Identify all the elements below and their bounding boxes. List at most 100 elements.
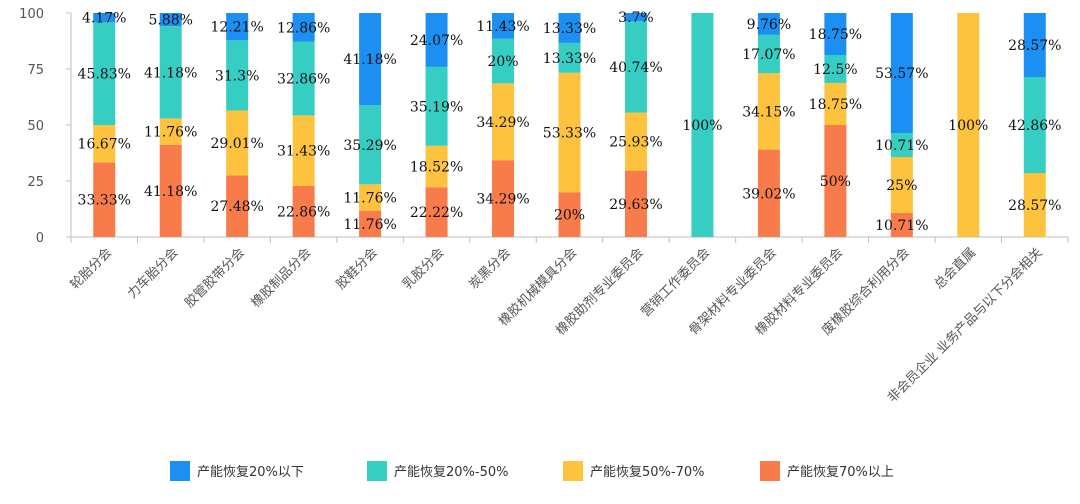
x-tick-label: 橡胶制品分会 bbox=[248, 245, 314, 311]
data-label: 42.86% bbox=[1008, 118, 1061, 134]
data-label: 11.76% bbox=[343, 190, 396, 206]
data-label: 24.07% bbox=[410, 33, 463, 49]
data-label: 10.71% bbox=[875, 218, 928, 234]
data-label: 31.3% bbox=[215, 68, 259, 84]
bar-segment bbox=[1023, 76, 1046, 174]
bar-segment bbox=[824, 55, 847, 83]
bar-segment bbox=[492, 38, 515, 84]
data-label: 11.76% bbox=[144, 125, 197, 141]
data-label: 100% bbox=[948, 118, 988, 134]
data-label: 27.48% bbox=[210, 199, 263, 215]
data-label: 13.33% bbox=[543, 51, 596, 67]
bar-segment bbox=[359, 184, 382, 211]
data-label: 34.15% bbox=[742, 104, 795, 120]
x-axis-tick-labels: 轮胎分会 力车胎分会 胶管胶带分会 橡胶制品分会 胶鞋分会 乳胶分会 炭黑分会橡胶机械模具分… bbox=[68, 245, 1046, 406]
data-label: 50% bbox=[820, 174, 851, 190]
bar-segment bbox=[359, 105, 382, 185]
x-tick-label: 胶鞋分会 bbox=[333, 245, 381, 293]
y-tick-label: 0 bbox=[36, 231, 44, 246]
legend-swatch bbox=[170, 461, 190, 481]
bar-segment bbox=[226, 110, 249, 176]
bar-segment bbox=[691, 13, 714, 237]
bar-segment bbox=[425, 13, 448, 67]
data-label: 13.33% bbox=[543, 21, 596, 37]
x-tick-label: 炭黑分会 bbox=[466, 245, 513, 292]
bar-segment bbox=[492, 160, 515, 237]
bar-segment bbox=[425, 187, 448, 237]
data-label: 22.22% bbox=[410, 205, 463, 221]
bar-segment bbox=[757, 73, 780, 150]
bar-segment bbox=[359, 210, 382, 237]
legend-swatch bbox=[563, 461, 583, 481]
data-label: 9.76% bbox=[747, 17, 791, 33]
data-label: 17.07% bbox=[742, 47, 795, 63]
bar-segment bbox=[890, 213, 913, 237]
bar-segment bbox=[757, 34, 780, 74]
x-tick-label: 力车胎分会 bbox=[124, 245, 181, 302]
data-label: 31.43% bbox=[277, 144, 330, 160]
bar-segment bbox=[558, 42, 581, 73]
bar-segment bbox=[93, 22, 116, 126]
bar-segment bbox=[757, 13, 780, 35]
chart-bars bbox=[93, 12, 1046, 237]
bar-segment bbox=[226, 40, 249, 111]
x-tick-label: 营销工作委员会 bbox=[638, 245, 713, 320]
data-label: 25.93% bbox=[609, 135, 662, 151]
bar-segment bbox=[425, 66, 448, 146]
data-label: 41.18% bbox=[343, 52, 396, 68]
bar-segment bbox=[890, 133, 913, 158]
data-label: 41.18% bbox=[144, 184, 197, 200]
bar-segment bbox=[159, 118, 182, 145]
data-label: 53.57% bbox=[875, 66, 928, 82]
y-tick-label: 75 bbox=[27, 63, 44, 78]
data-label: 34.29% bbox=[476, 115, 529, 131]
bar-segment bbox=[292, 12, 315, 42]
bar-segment bbox=[890, 13, 913, 134]
legend-label: 产能恢复70%以上 bbox=[787, 465, 894, 480]
data-label: 34.29% bbox=[476, 192, 529, 208]
data-label: 11.76% bbox=[343, 217, 396, 233]
bar-segment bbox=[359, 13, 382, 106]
bar-segment bbox=[425, 145, 448, 188]
bar-segment bbox=[159, 26, 182, 119]
data-label: 29.63% bbox=[609, 197, 662, 213]
bar-segment bbox=[824, 125, 847, 237]
chart-legend: 产能恢复20%以下 产能恢复20%-50% 产能恢复50%-70% 产能恢复70%以上 bbox=[170, 461, 894, 481]
bar-segment bbox=[558, 192, 581, 237]
bar-segment bbox=[93, 162, 116, 237]
bar-segment bbox=[226, 13, 249, 41]
legend-label: 产能恢复50%-70% bbox=[590, 465, 704, 480]
y-tick-label: 100 bbox=[19, 7, 44, 22]
bar-segment bbox=[492, 12, 515, 39]
x-tick-label: 总会直属 bbox=[932, 245, 979, 292]
bar-segment bbox=[292, 185, 315, 237]
bar-segment bbox=[624, 170, 647, 237]
data-label: 40.74% bbox=[609, 60, 662, 76]
data-label: 33.33% bbox=[78, 193, 131, 209]
data-label: 100% bbox=[682, 118, 722, 134]
data-label: 16.67% bbox=[78, 137, 131, 153]
bar-segment bbox=[292, 41, 315, 116]
data-label: 45.83% bbox=[78, 67, 131, 83]
bar-segment bbox=[890, 157, 913, 214]
y-tick-label: 25 bbox=[27, 175, 44, 190]
data-label: 29.01% bbox=[210, 136, 263, 152]
bar-segment bbox=[1023, 13, 1046, 77]
bar-segment bbox=[624, 21, 647, 113]
legend-swatch bbox=[367, 461, 387, 481]
data-label: 10.71% bbox=[875, 138, 928, 154]
y-tick-label: 50 bbox=[27, 119, 44, 134]
bar-segment bbox=[624, 13, 647, 22]
data-label: 20% bbox=[487, 54, 518, 70]
data-label: 12.86% bbox=[277, 20, 330, 36]
data-label: 12.5% bbox=[813, 62, 857, 78]
bar-segment bbox=[824, 13, 847, 55]
x-tick-label: 胶管胶带分会 bbox=[182, 245, 248, 311]
data-label: 3.7% bbox=[618, 10, 654, 26]
x-tick-label: 乳胶分会 bbox=[399, 245, 447, 293]
data-label: 18.75% bbox=[809, 27, 862, 43]
chart-data-labels: 33.33% 16.67% 45.83% 4.17% 41.18% 11.76% 41.18… bbox=[78, 10, 1062, 234]
data-label: 35.29% bbox=[343, 138, 396, 154]
